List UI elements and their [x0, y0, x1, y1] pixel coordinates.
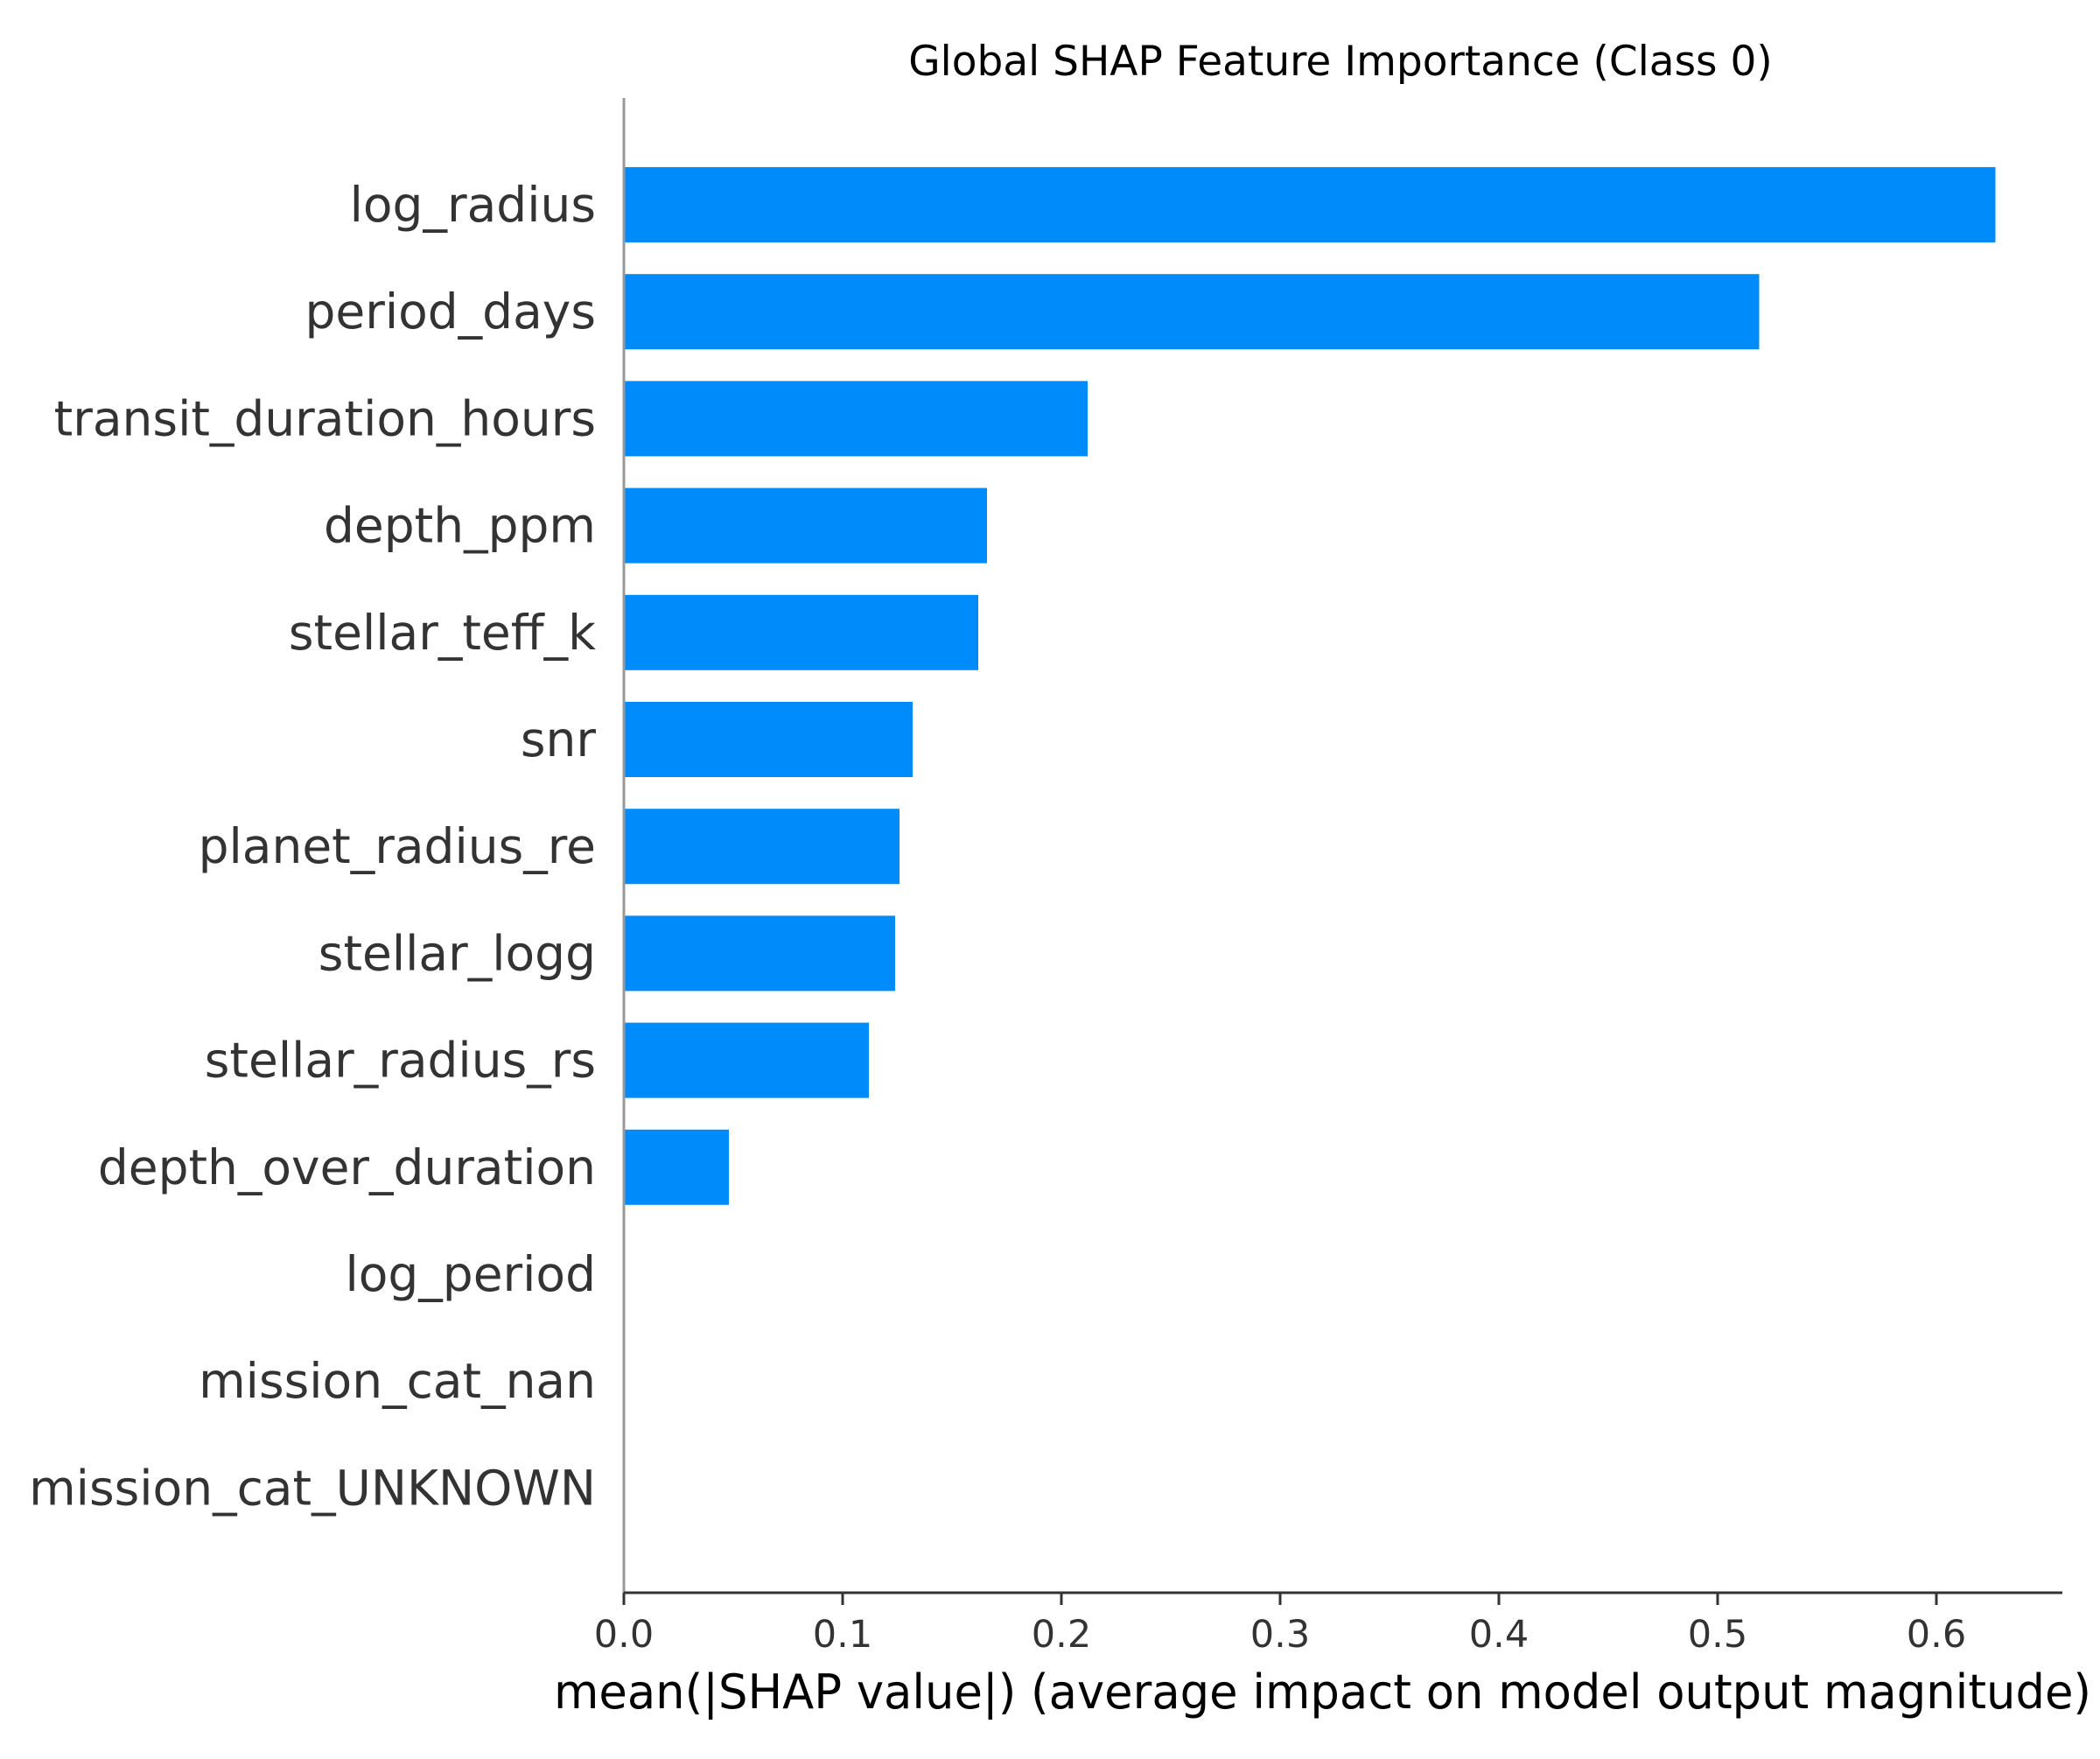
feature-label: log_period [345, 1246, 596, 1302]
feature-labels: log_radius period_days transit_duration_ho… [29, 177, 596, 1516]
x-tick-label: 0.3 [1250, 1613, 1310, 1657]
bar-depth_ppm [624, 487, 987, 564]
feature-label: period_days [304, 284, 596, 340]
bar-depth_over_duration [624, 1129, 729, 1205]
chart-title: Global SHAP Feature Importance (Class 0) [908, 38, 1772, 86]
bar-transit_duration_hours [624, 381, 1088, 457]
bars-layer [624, 167, 1996, 1205]
feature-label: planet_radius_re [199, 818, 596, 874]
bar-stellar_teff_k [624, 594, 978, 670]
bar-log_radius [624, 167, 1996, 242]
bar-period_days [624, 274, 1760, 350]
bar-stellar_radius_rs [624, 1022, 869, 1098]
feature-label: stellar_logg [318, 925, 596, 981]
x-tick-label: 0.6 [1907, 1613, 1966, 1657]
feature-label: stellar_teff_k [289, 605, 596, 661]
x-tick-label: 0.5 [1688, 1613, 1747, 1657]
feature-label: depth_over_duration [98, 1139, 596, 1195]
x-tick-label: 0.0 [594, 1613, 654, 1657]
feature-label: log_radius [350, 177, 596, 233]
x-tick-label: 0.1 [813, 1613, 872, 1657]
feature-label: transit_duration_hours [54, 390, 596, 446]
x-axis-label: mean(|SHAP value|) (average impact on mo… [554, 1664, 2091, 1720]
feature-label: snr [521, 711, 597, 767]
bar-planet_radius_re [624, 809, 900, 885]
feature-label: mission_cat_nan [199, 1353, 596, 1409]
feature-label: stellar_radius_rs [205, 1033, 596, 1089]
x-tick-label: 0.4 [1469, 1613, 1529, 1657]
x-axis-ticks: 0.0 0.1 0.2 0.3 0.4 0.5 0.6 [594, 1593, 1966, 1657]
bar-snr [624, 702, 913, 777]
feature-label: mission_cat_UNKNOWN [29, 1460, 596, 1516]
x-tick-label: 0.2 [1032, 1613, 1091, 1657]
bar-stellar_logg [624, 915, 895, 992]
feature-label: depth_ppm [324, 498, 596, 554]
